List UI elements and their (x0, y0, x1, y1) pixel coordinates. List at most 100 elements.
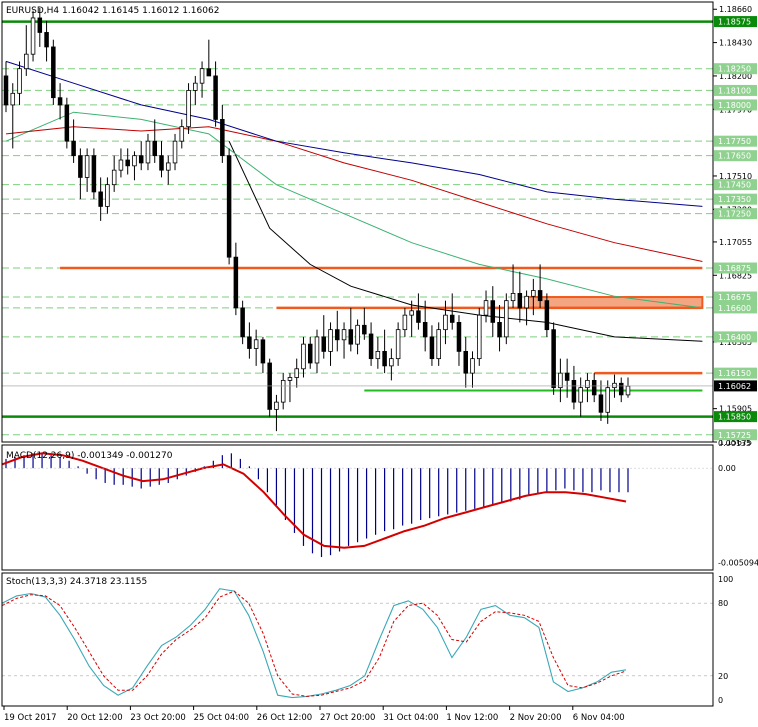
level-label-box (714, 63, 757, 75)
candle-body (193, 82, 198, 91)
candle (510, 264, 516, 308)
candle-body (111, 169, 117, 186)
candle-body (186, 90, 191, 128)
candle-body (531, 290, 536, 297)
candle (260, 336, 266, 374)
x-tick-label: 31 Oct 04:00 (383, 713, 438, 723)
candle-body (274, 401, 279, 410)
candle-body (260, 339, 266, 364)
candle (30, 10, 36, 62)
candle-body (409, 310, 414, 316)
stoch-tick-label: 20 (718, 672, 728, 681)
candle (274, 394, 279, 432)
candle-body (524, 295, 529, 309)
candle-body (605, 387, 610, 413)
level-label-box (714, 262, 757, 274)
candle (362, 307, 367, 340)
candle-body (294, 368, 299, 378)
candle-body (247, 336, 252, 349)
candle-body (483, 300, 489, 316)
level-label-box (714, 302, 757, 314)
level-label: 1.15725 (718, 431, 751, 440)
candle-body (132, 155, 137, 167)
candle-body (78, 155, 83, 178)
level-label-box (714, 367, 757, 379)
candle (368, 322, 374, 366)
candle-body (618, 382, 624, 396)
stoch-signal-line (1, 590, 627, 697)
price-tick-label: 1.18200 (719, 72, 752, 81)
candle-body (321, 336, 327, 352)
candle-body (71, 140, 76, 157)
candle-body (125, 159, 130, 167)
price-tick-label: 1.16825 (719, 271, 752, 280)
candle (382, 329, 387, 374)
candle-body (98, 191, 103, 207)
level-label: 1.17450 (718, 181, 751, 190)
macd-tick-label: -0.005094 (718, 558, 758, 567)
candle (172, 133, 178, 171)
candle (179, 119, 185, 149)
level-label-box (714, 411, 757, 423)
candle (3, 61, 9, 113)
candle-body (382, 350, 387, 367)
candle (84, 148, 90, 192)
candle (618, 377, 624, 403)
candle (132, 151, 137, 181)
candle (504, 293, 509, 345)
candle (159, 141, 164, 178)
moving-average-1 (5, 111, 703, 309)
candle (118, 148, 124, 178)
x-axis: 19 Oct 2017 20 Oct 12:00 23 Oct 20:00 25 Oc… (3, 706, 625, 723)
candle (253, 329, 259, 366)
candle-body (166, 162, 171, 171)
chart-header: EURUSD,H4 1.16042 1.16145 1.16012 1.1606… (6, 6, 219, 16)
resistance-zone (525, 296, 704, 309)
x-tick-label: 2 Nov 20:00 (510, 713, 562, 723)
level-label: 1.16400 (718, 333, 751, 342)
level-label-box (714, 150, 757, 162)
candle-body (477, 314, 482, 360)
candle (409, 300, 414, 337)
candle-body (3, 75, 9, 106)
candle-body (51, 46, 56, 99)
candle-body (335, 329, 340, 341)
candle-body (368, 333, 374, 360)
stoch-main-line (1, 588, 627, 699)
candle (598, 380, 604, 421)
candle (531, 278, 536, 316)
candle-body (497, 321, 502, 338)
macd-tick-label: 0.00 (718, 464, 736, 473)
price-tick-label: 1.15675 (719, 438, 752, 447)
candle-body (37, 17, 43, 33)
candle (301, 336, 306, 378)
candle-body (307, 343, 313, 364)
candle (591, 373, 597, 403)
candle (138, 141, 144, 171)
level-label: 1.17250 (718, 210, 751, 219)
candle-body (564, 372, 570, 381)
candle-body (172, 140, 178, 164)
candle-body (504, 300, 509, 338)
candle-body (436, 329, 441, 360)
candle-body (213, 75, 218, 120)
price-tick-label: 1.15905 (719, 405, 752, 414)
stoch-tick-label: 80 (718, 599, 728, 608)
macd-signal-line (1, 452, 627, 549)
candle (463, 336, 468, 388)
candle-body (138, 155, 144, 164)
candle (395, 322, 401, 366)
level-label: 1.16150 (718, 369, 751, 378)
candle-body (328, 329, 333, 352)
candle (449, 293, 455, 330)
level-label: 1.17350 (718, 195, 751, 204)
candle-body (429, 336, 435, 360)
x-tick-label: 1 Nov 12:00 (446, 713, 498, 723)
level-label: 1.15850 (718, 413, 751, 422)
candle-body (443, 314, 448, 331)
stoch-frame (1, 572, 714, 707)
candle (389, 348, 394, 381)
candle (314, 329, 320, 374)
level-label: 1.16600 (718, 304, 751, 313)
level-label-box (714, 208, 757, 220)
